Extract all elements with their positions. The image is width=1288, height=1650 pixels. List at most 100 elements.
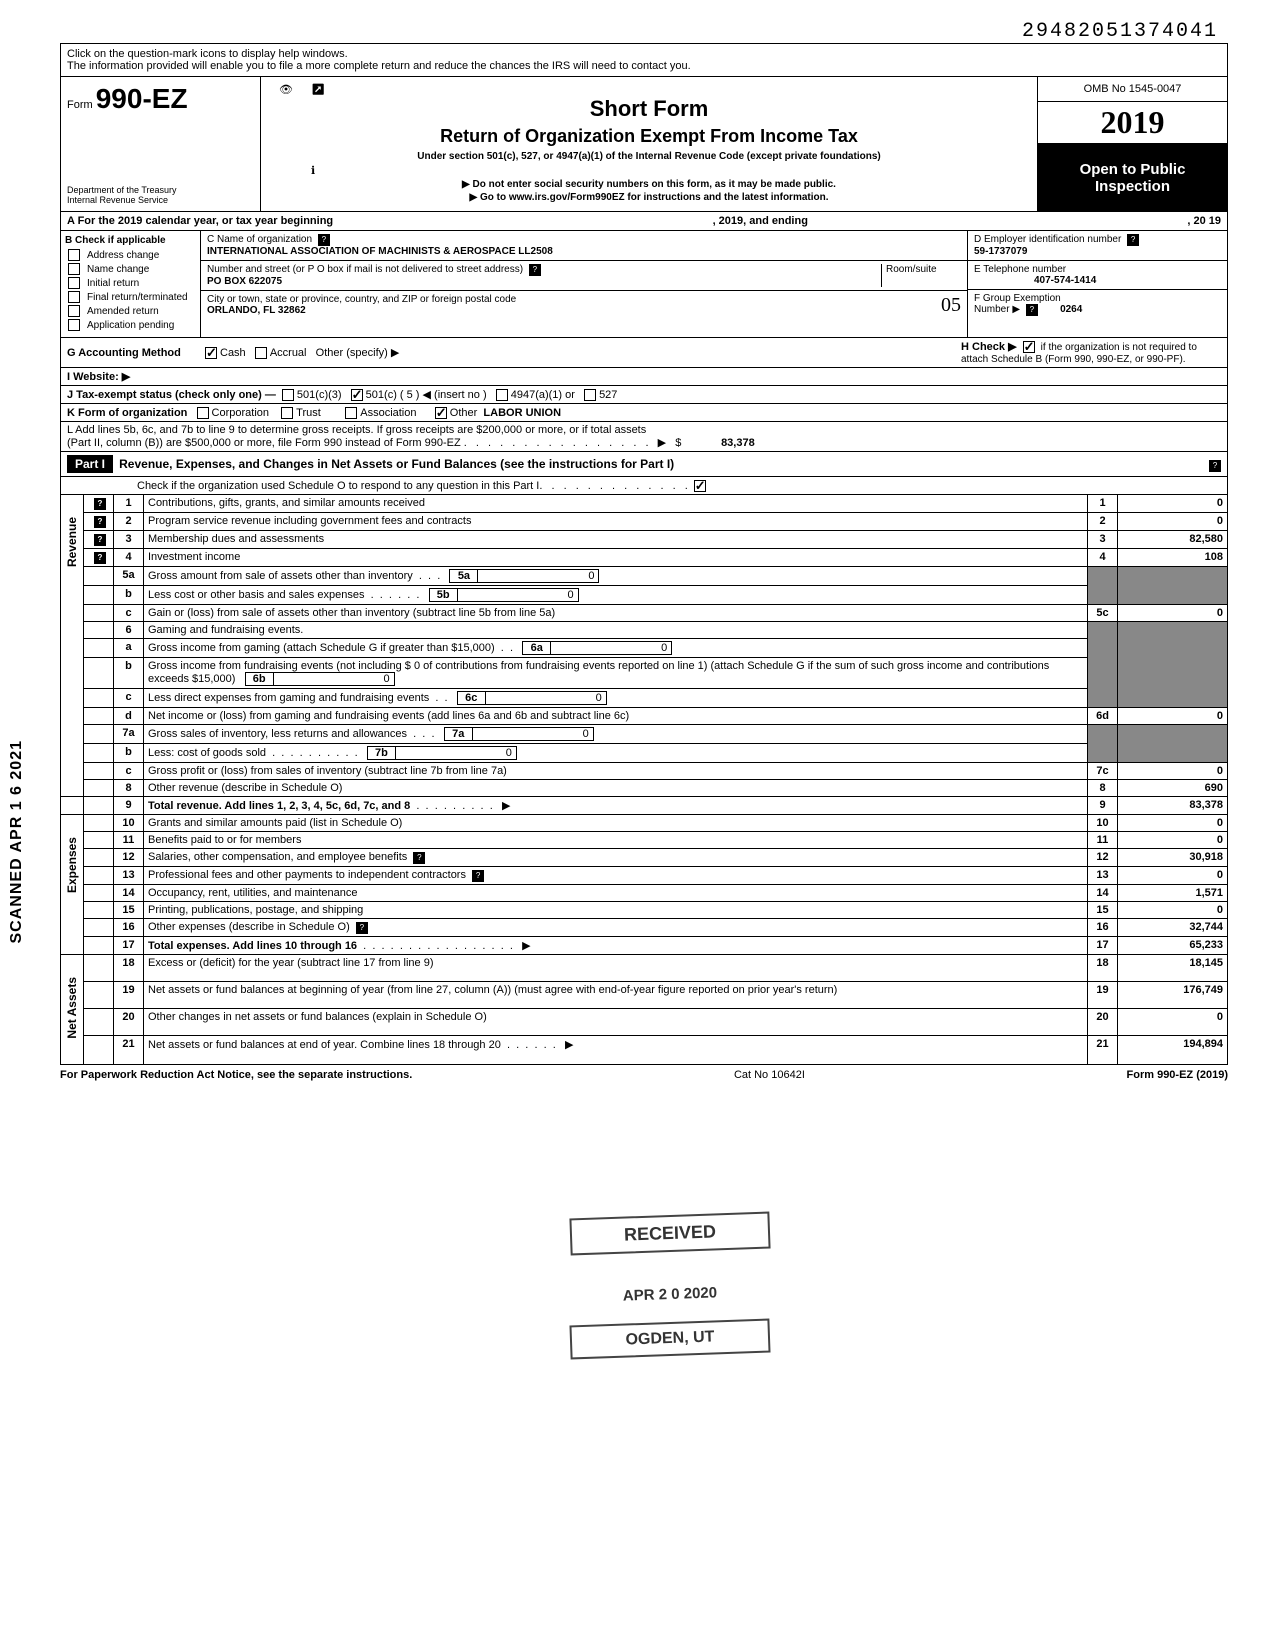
check-address-change[interactable]: Address change bbox=[65, 249, 196, 261]
b-lbl-3: Final return/terminated bbox=[87, 292, 188, 303]
row-9-n: 9 bbox=[1088, 797, 1118, 815]
check-h[interactable] bbox=[1023, 341, 1035, 353]
row-20-amt: 0 bbox=[1118, 1009, 1228, 1036]
row-15-text: Printing, publications, postage, and shi… bbox=[144, 902, 1088, 919]
check-initial-return[interactable]: Initial return bbox=[65, 277, 196, 289]
row-1-amt: 0 bbox=[1118, 495, 1228, 513]
row-7a-n: 7a bbox=[445, 728, 473, 740]
handwritten-05: 05 bbox=[941, 294, 961, 317]
help-line-1: Click on the question-mark icons to disp… bbox=[67, 48, 348, 60]
line-j: J Tax-exempt status (check only one) — 5… bbox=[60, 386, 1228, 404]
check-final-return[interactable]: Final return/terminated bbox=[65, 291, 196, 303]
city-label: City or town, state or province, country… bbox=[207, 294, 516, 305]
row-11-text: Benefits paid to or for members bbox=[144, 832, 1088, 849]
row-a-tax-year: A For the 2019 calendar year, or tax yea… bbox=[60, 212, 1228, 231]
check-501c3[interactable] bbox=[282, 389, 294, 401]
row-6d-amt: 0 bbox=[1118, 708, 1228, 725]
k-2: Association bbox=[360, 407, 416, 419]
side-expenses: Expenses bbox=[61, 815, 84, 955]
row-4-n: 4 bbox=[1088, 549, 1118, 567]
row-5b-ibn: 5b bbox=[430, 589, 458, 601]
check-accrual[interactable] bbox=[255, 347, 267, 359]
row-6b-n: 6b bbox=[246, 673, 274, 685]
check-schedule-o[interactable] bbox=[694, 480, 706, 492]
k-1: Trust bbox=[296, 407, 321, 419]
row-16-amt: 32,744 bbox=[1118, 919, 1228, 937]
scanned-stamp: SCANNED APR 1 6 2021 bbox=[8, 740, 26, 948]
addr-label: Number and street (or P O box if mail is… bbox=[207, 264, 523, 275]
row-2-amt: 0 bbox=[1118, 513, 1228, 531]
row-5c-amt: 0 bbox=[1118, 605, 1228, 622]
row-14-amt: 1,571 bbox=[1118, 885, 1228, 902]
row-17-text: Total expenses. Add lines 10 through 16 bbox=[148, 940, 357, 952]
footer-right: Form 990-EZ (2019) bbox=[1127, 1069, 1228, 1081]
row-a-mid: , 2019, and ending bbox=[333, 215, 1187, 227]
org-city: ORLANDO, FL 32862 bbox=[207, 305, 306, 316]
check-4947[interactable] bbox=[496, 389, 508, 401]
check-527[interactable] bbox=[584, 389, 596, 401]
check-corp[interactable] bbox=[197, 407, 209, 419]
part-1-title: Revenue, Expenses, and Changes in Net As… bbox=[119, 457, 1206, 471]
check-pending[interactable]: Application pending bbox=[65, 319, 196, 331]
b-lbl-2: Initial return bbox=[87, 278, 139, 289]
side-revenue: Revenue bbox=[61, 495, 84, 797]
check-assoc[interactable] bbox=[345, 407, 357, 419]
g-other: Other (specify) ▶ bbox=[316, 346, 400, 359]
check-501c[interactable] bbox=[351, 389, 363, 401]
j-label: J Tax-exempt status (check only one) — bbox=[67, 389, 276, 401]
form-prefix: Form bbox=[67, 99, 93, 111]
l-text-2: (Part II, column (B)) are $500,000 or mo… bbox=[67, 437, 461, 449]
check-name-change[interactable]: Name change bbox=[65, 263, 196, 275]
row-6b-v: 0 bbox=[274, 673, 394, 685]
footer-left: For Paperwork Reduction Act Notice, see … bbox=[60, 1069, 412, 1081]
department-label: Department of the Treasury Internal Reve… bbox=[67, 185, 254, 205]
row-10-n: 10 bbox=[1088, 815, 1118, 832]
row-2-n: 2 bbox=[1088, 513, 1118, 531]
row-1-num: 1 bbox=[1088, 495, 1118, 513]
row-13-amt: 0 bbox=[1118, 867, 1228, 885]
line-g-h: G Accounting Method Cash Accrual Other (… bbox=[60, 338, 1228, 368]
c-label: C Name of organization bbox=[207, 234, 312, 245]
row-10-text: Grants and similar amounts paid (list in… bbox=[144, 815, 1088, 832]
row-11-amt: 0 bbox=[1118, 832, 1228, 849]
g-label: G Accounting Method bbox=[67, 347, 202, 359]
row-3-amt: 82,580 bbox=[1118, 531, 1228, 549]
check-amended[interactable]: Amended return bbox=[65, 305, 196, 317]
b-lbl-5: Application pending bbox=[87, 320, 174, 331]
line-i: I Website: ▶ bbox=[60, 368, 1228, 386]
tax-year: 2019 bbox=[1038, 102, 1227, 144]
form-number: Form 990-EZ bbox=[67, 83, 254, 115]
row-17-n: 17 bbox=[1088, 937, 1118, 955]
row-8-text: Other revenue (describe in Schedule O) bbox=[144, 780, 1088, 797]
row-7c-amt: 0 bbox=[1118, 763, 1228, 780]
row-16-text: Other expenses (describe in Schedule O) bbox=[148, 921, 350, 933]
check-cash[interactable] bbox=[205, 347, 217, 359]
row-6d-text: Net income or (loss) from gaming and fun… bbox=[144, 708, 1088, 725]
help-line-2: The information provided will enable you… bbox=[67, 60, 691, 72]
row-1-text: Contributions, gifts, grants, and simila… bbox=[144, 495, 1088, 513]
row-6a-v: 0 bbox=[551, 642, 671, 654]
k-3: Other bbox=[450, 407, 478, 419]
k-0: Corporation bbox=[212, 407, 269, 419]
row-18-n: 18 bbox=[1088, 955, 1118, 982]
k-other-value: LABOR UNION bbox=[483, 407, 561, 419]
check-trust[interactable] bbox=[281, 407, 293, 419]
row-6c-text: Less direct expenses from gaming and fun… bbox=[148, 692, 429, 704]
row-6c-v: 0 bbox=[486, 692, 606, 704]
row-16-n: 16 bbox=[1088, 919, 1118, 937]
org-address: PO BOX 622075 bbox=[207, 276, 282, 287]
row-6c-n: 6c bbox=[458, 692, 486, 704]
row-18-amt: 18,145 bbox=[1118, 955, 1228, 982]
form-header: Form 990-EZ Department of the Treasury I… bbox=[60, 77, 1228, 212]
g-cash: Cash bbox=[220, 347, 246, 359]
page-footer: For Paperwork Reduction Act Notice, see … bbox=[60, 1065, 1228, 1081]
row-6-text: Gaming and fundraising events. bbox=[144, 622, 1088, 639]
j-2: 4947(a)(1) or bbox=[511, 389, 575, 401]
footer-mid: Cat No 10642I bbox=[734, 1069, 805, 1081]
d-label: D Employer identification number bbox=[974, 234, 1121, 245]
check-other-org[interactable] bbox=[435, 407, 447, 419]
open-to-public: Open to Public Inspection bbox=[1038, 144, 1227, 211]
row-5c-text: Gain or (loss) from sale of assets other… bbox=[144, 605, 1088, 622]
l-amount: 83,378 bbox=[721, 437, 755, 449]
row-20-text: Other changes in net assets or fund bala… bbox=[144, 1009, 1088, 1036]
